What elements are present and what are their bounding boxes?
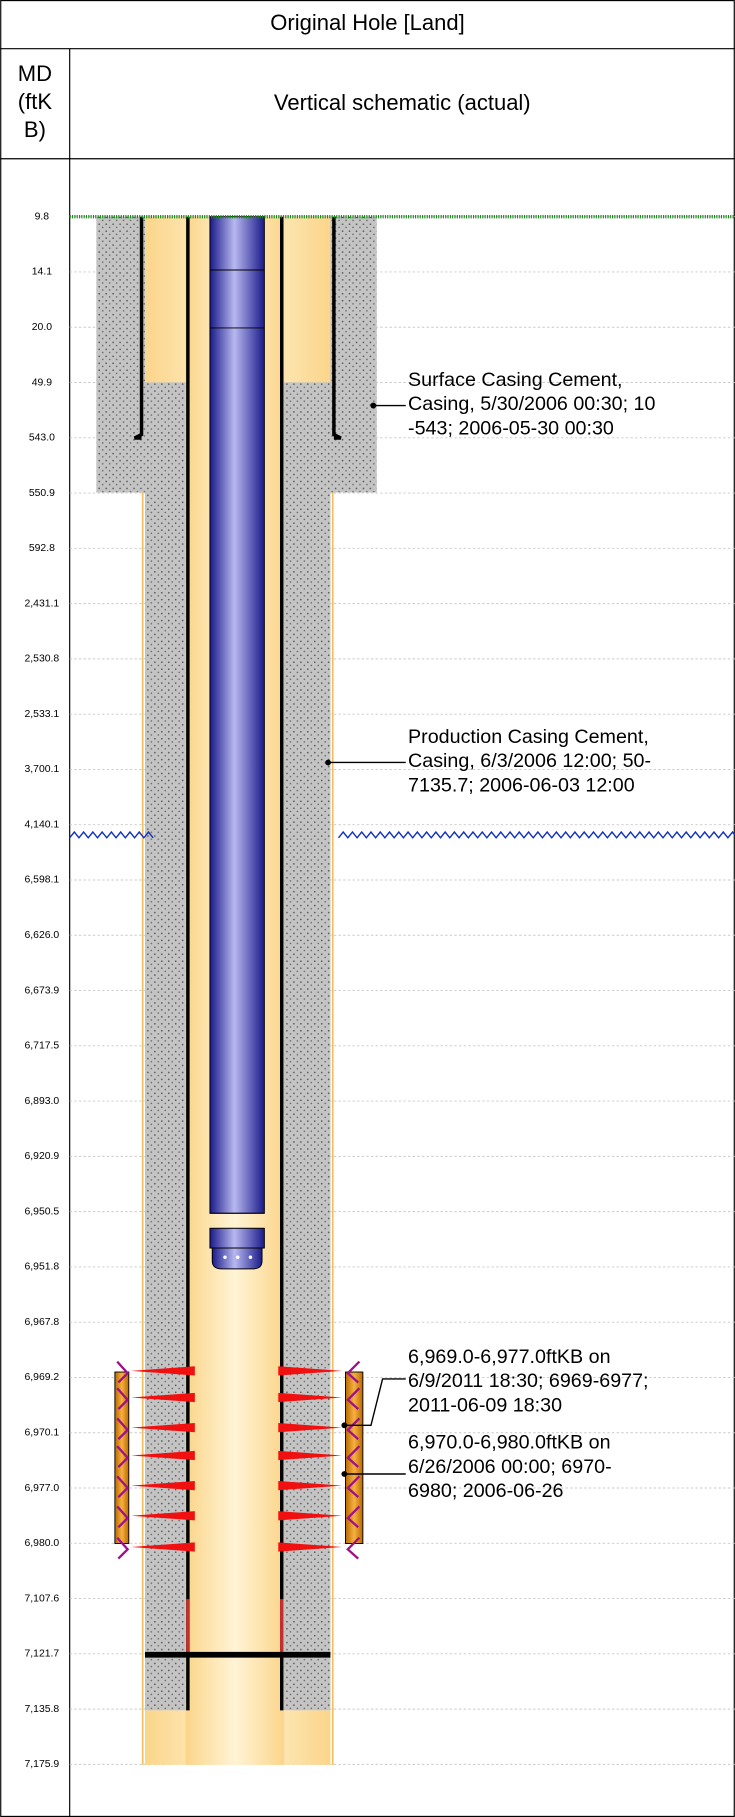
perforation-tip [346,1360,361,1384]
depth-label: 6,977.0 [25,1483,60,1494]
depth-label: 2,530.8 [25,654,60,665]
perforation-tip [346,1475,361,1499]
depth-label: 6,951.8 [25,1262,60,1273]
annotation: 6,970.0-6,980.0ftKB on [408,1432,611,1454]
perforation [278,1423,343,1433]
port [223,1255,227,1260]
depth-label: 550.9 [29,488,55,499]
perforation-tip [116,1475,130,1498]
annotation: 6,969.0-6,977.0ftKB on [408,1346,611,1368]
depth-label: 6,717.5 [25,1041,60,1052]
grid: 9.8 14.1 20.0 49.9 543.0 550.9 592.8 2,431.1 2,5… [25,211,735,1770]
perforations [116,1360,361,1560]
depth-label: 3,700.1 [25,764,60,775]
depth-label: 6,673.9 [25,985,60,996]
perforation [131,1392,195,1403]
surface-casing [133,216,342,440]
annotation: 6/9/2011 18:30; 6969-6977; [408,1370,648,1392]
depth-label: 7,135.8 [25,1704,60,1715]
depth-label: 20.0 [32,322,52,333]
depth-label: 7,175.9 [25,1759,60,1770]
md-header: (ftK [18,89,53,114]
leaders [328,404,406,1475]
annotations: Surface Casing Cement,Casing, 5/30/2006 … [408,369,655,1502]
hole-wall [141,492,334,1765]
perforation-tip [116,1417,130,1441]
depth-label: 6,950.5 [25,1206,60,1217]
depth-label: 592.8 [29,543,55,554]
depth-label: 6,598.1 [25,875,60,886]
perforation-tip [346,1536,361,1560]
perforation-tip [346,1445,361,1468]
annotation: Production Casing Cement, [408,726,649,748]
perforation-tip [346,1387,361,1410]
perforation [278,1392,343,1403]
water-level [69,830,735,839]
perforation [131,1450,195,1461]
depth-label: 9.8 [35,211,50,222]
depth-label: 6,920.9 [25,1151,60,1162]
annotation: 2011-06-09 18:30 [408,1394,562,1416]
port [248,1255,253,1260]
title: Original Hole [Land] [270,10,464,35]
depth-label: 6,980.0 [25,1538,60,1549]
perforation-tip [346,1505,361,1529]
leader-dot [341,1471,348,1477]
depth-label: 4,140.1 [25,819,60,830]
depth-label: 2,533.1 [25,709,60,720]
annotation: 7135.7; 2006-06-03 12:00 [408,774,635,796]
perforation [278,1450,343,1461]
md-header: MD [18,61,52,86]
leader-dot [341,1422,348,1429]
depth-label: 49.9 [32,377,52,388]
depth-label: 14.1 [32,267,52,278]
perforation [278,1542,343,1552]
leader-dot [325,759,331,766]
depth-label: 6,967.8 [25,1317,60,1328]
perforation-tip [116,1360,130,1384]
perforation-tip [116,1445,130,1468]
depth-label: 6,970.1 [25,1427,60,1438]
perforation-tip [116,1505,130,1529]
perforation [131,1423,195,1433]
perforation [131,1480,195,1491]
depth-label: 7,121.7 [25,1649,60,1660]
production-casing [186,216,284,1711]
perforation-tip [116,1387,130,1410]
depth-label: 6,969.2 [25,1372,60,1383]
depth-label: 6,893.0 [25,1096,60,1107]
tubing-collar [209,1227,265,1249]
perforation [131,1366,195,1376]
perforation-tip [116,1536,130,1560]
casing-mark [186,1599,284,1655]
perforation-tip [346,1417,361,1441]
depth-label: 7,107.6 [25,1593,60,1604]
perforation [278,1511,343,1521]
md-header: B) [24,117,46,142]
annotation: Surface Casing Cement, [408,369,622,391]
tubing-joint [209,269,265,1229]
port [235,1255,240,1260]
perforation [278,1366,343,1376]
wellbore [69,214,735,1765]
annotation: 6980; 2006-06-26 [408,1480,563,1502]
perforation [131,1542,195,1552]
perforation [131,1511,195,1521]
schematic-header: Vertical schematic (actual) [274,90,531,115]
depth-label: 543.0 [29,433,55,444]
annotation: -543; 2006-05-30 00:30 [408,418,614,440]
depth-label: 6,626.0 [25,930,60,941]
annotation: Casing, 5/30/2006 00:30; 10 [408,393,655,415]
perforation [278,1480,343,1491]
depth-label: 2,431.1 [25,598,60,609]
leader [344,1378,406,1427]
annotation: 6/26/2006 00:00; 6970- [408,1456,612,1478]
tubing [209,216,265,1214]
leader-dot [370,402,377,409]
annotation: Casing, 6/3/2006 12:00; 50- [408,750,651,772]
